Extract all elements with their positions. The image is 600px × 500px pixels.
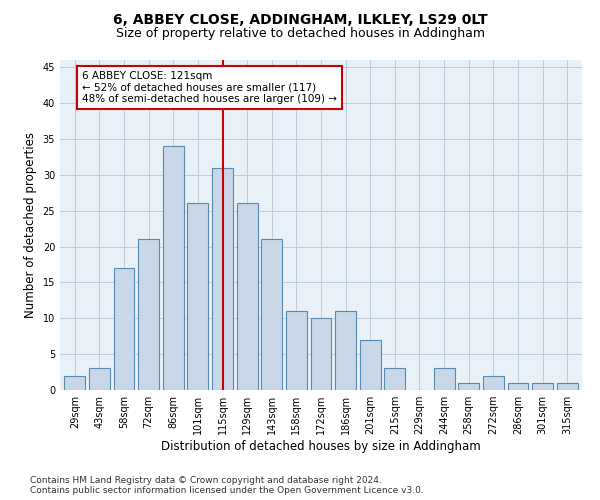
- Bar: [286, 311, 307, 390]
- X-axis label: Distribution of detached houses by size in Addingham: Distribution of detached houses by size …: [161, 440, 481, 453]
- Y-axis label: Number of detached properties: Number of detached properties: [24, 132, 37, 318]
- Bar: [458, 383, 479, 390]
- Text: Contains public sector information licensed under the Open Government Licence v3: Contains public sector information licen…: [30, 486, 424, 495]
- Text: 6 ABBEY CLOSE: 121sqm
← 52% of detached houses are smaller (117)
48% of semi-det: 6 ABBEY CLOSE: 121sqm ← 52% of detached …: [82, 71, 337, 104]
- Bar: [64, 376, 85, 390]
- Bar: [212, 168, 233, 390]
- Bar: [113, 268, 134, 390]
- Bar: [335, 311, 356, 390]
- Bar: [138, 240, 159, 390]
- Bar: [360, 340, 381, 390]
- Bar: [187, 204, 208, 390]
- Bar: [434, 368, 455, 390]
- Bar: [236, 204, 257, 390]
- Text: Size of property relative to detached houses in Addingham: Size of property relative to detached ho…: [115, 28, 485, 40]
- Bar: [163, 146, 184, 390]
- Bar: [261, 240, 282, 390]
- Bar: [557, 383, 578, 390]
- Bar: [532, 383, 553, 390]
- Bar: [508, 383, 529, 390]
- Bar: [483, 376, 504, 390]
- Bar: [89, 368, 110, 390]
- Text: Contains HM Land Registry data © Crown copyright and database right 2024.: Contains HM Land Registry data © Crown c…: [30, 476, 382, 485]
- Bar: [385, 368, 406, 390]
- Text: 6, ABBEY CLOSE, ADDINGHAM, ILKLEY, LS29 0LT: 6, ABBEY CLOSE, ADDINGHAM, ILKLEY, LS29 …: [113, 12, 487, 26]
- Bar: [311, 318, 331, 390]
